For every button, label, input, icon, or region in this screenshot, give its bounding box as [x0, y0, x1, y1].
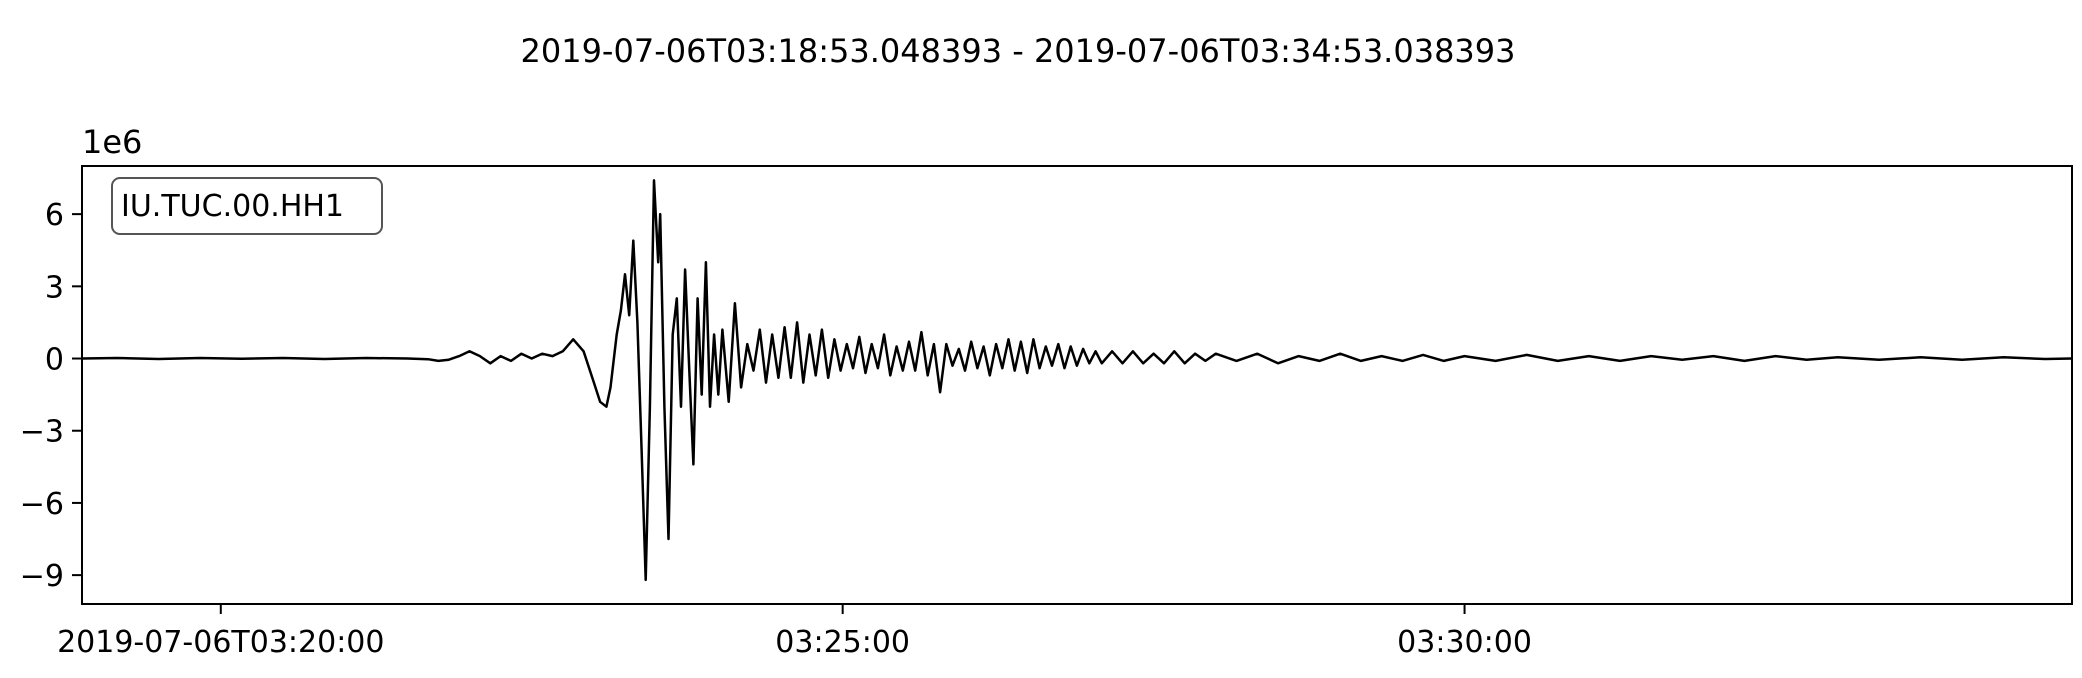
y-tick-label: 0	[45, 343, 64, 378]
waveform-line	[81, 179, 2072, 582]
x-tick-label: 03:25:00	[775, 625, 910, 660]
chart-title: 2019-07-06T03:18:53.048393 - 2019-07-06T…	[520, 32, 1515, 70]
y-axis: 6 3 0 −3 −6 −9	[20, 198, 82, 594]
legend-label: IU.TUC.00.HH1	[121, 189, 344, 224]
y-tick-label: 6	[45, 198, 64, 233]
plot-frame	[81, 165, 2073, 605]
x-axis: 2019-07-06T03:20:00 03:25:00 03:30:00	[57, 604, 1532, 660]
y-tick-label: −3	[20, 415, 64, 450]
y-tick-label: −6	[20, 487, 64, 522]
y-tick-label: −9	[20, 559, 64, 594]
y-tick-label: 3	[45, 270, 64, 305]
x-tick-label: 03:30:00	[1397, 625, 1532, 660]
legend: IU.TUC.00.HH1	[111, 177, 383, 235]
legend-box	[111, 177, 383, 235]
y-scale-label: 1e6	[82, 123, 142, 161]
x-tick-label: 2019-07-06T03:20:00	[57, 625, 384, 660]
